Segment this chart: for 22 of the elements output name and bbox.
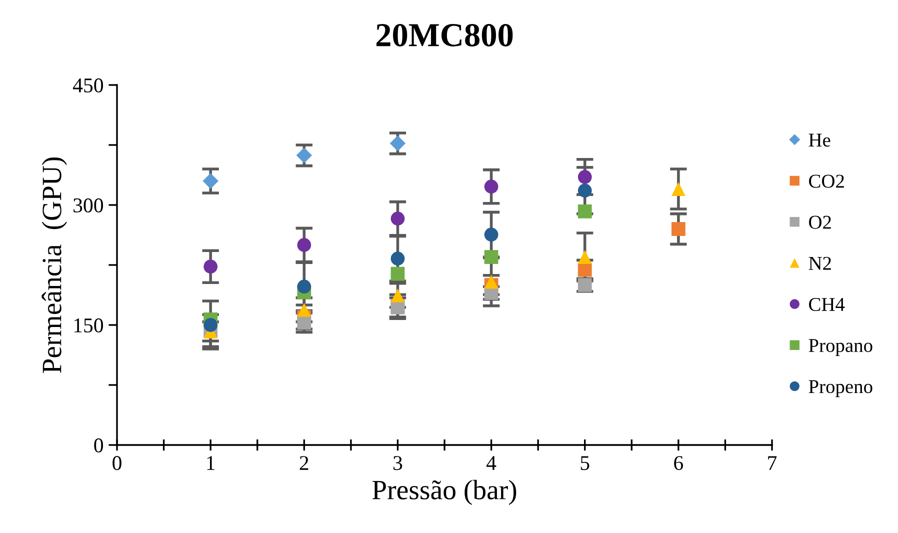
y-axis-title: Permeância (GPU) bbox=[42, 157, 67, 373]
legend-label: CO2 bbox=[809, 174, 844, 188]
legend-label: CH4 bbox=[809, 298, 845, 312]
legend-label: Propano bbox=[808, 339, 872, 356]
x-axis-title: Pressão (bar) bbox=[372, 480, 516, 506]
y-tick-label: 300 bbox=[74, 198, 104, 212]
y-tick-label: 150 bbox=[74, 318, 104, 332]
x-tick-label: 5 bbox=[580, 456, 590, 470]
chart-title: 20MC800 bbox=[376, 24, 513, 46]
legend-label: O2 bbox=[809, 216, 831, 229]
legend-label: N2 bbox=[808, 256, 831, 270]
x-tick-label: 1 bbox=[207, 456, 215, 470]
legend-label: Propeno bbox=[808, 380, 872, 398]
legend-label: He bbox=[808, 134, 830, 147]
x-tick-label: 4 bbox=[486, 456, 496, 470]
y-tick-label: 450 bbox=[72, 78, 104, 92]
y-tick-label: 0 bbox=[94, 438, 104, 452]
x-tick-label: 2 bbox=[300, 456, 308, 470]
x-tick-label: 6 bbox=[674, 456, 684, 470]
x-tick-label: 0 bbox=[112, 456, 122, 470]
x-tick-label: 3 bbox=[394, 456, 402, 470]
x-tick-label: 7 bbox=[768, 456, 777, 470]
